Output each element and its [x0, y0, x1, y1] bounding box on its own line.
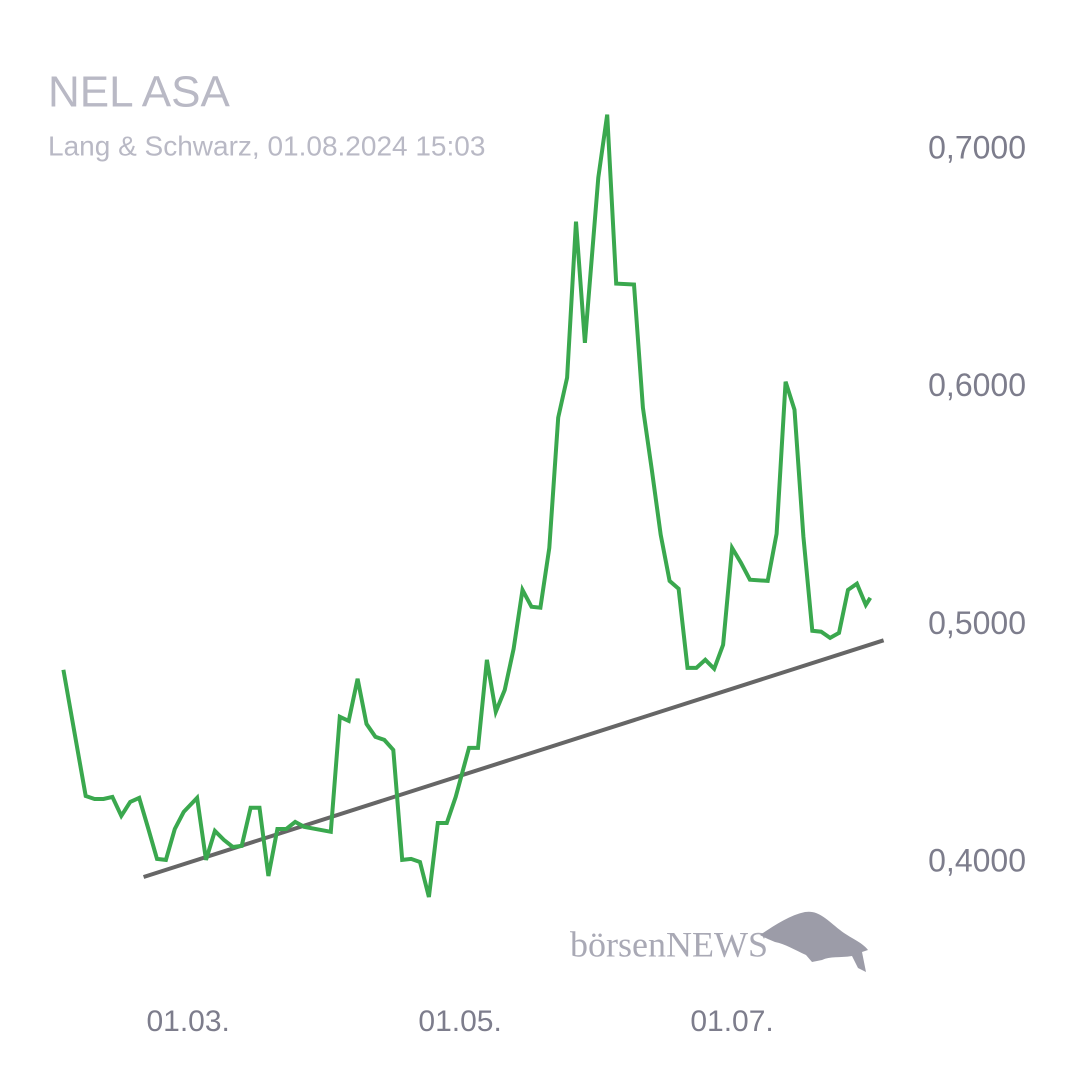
trend-line	[142, 638, 885, 879]
bull-icon	[760, 911, 868, 972]
y-tick-label: 0,5000	[928, 605, 1026, 641]
chart-title: NEL ASA	[48, 68, 230, 117]
y-tick-label: 0,4000	[928, 842, 1026, 878]
y-tick-label: 0,7000	[928, 129, 1026, 165]
logo: börsenNEWS	[570, 911, 868, 972]
logo-text: börsenNEWS	[570, 924, 768, 964]
x-tick-label: 01.05.	[418, 1005, 501, 1038]
x-tick-label: 01.03.	[146, 1005, 229, 1038]
x-tick-label: 01.07.	[690, 1005, 773, 1038]
price-line	[61, 114, 872, 898]
chart-subtitle: Lang & Schwarz, 01.08.2024 15:03	[48, 130, 485, 161]
y-tick-label: 0,6000	[928, 367, 1026, 403]
